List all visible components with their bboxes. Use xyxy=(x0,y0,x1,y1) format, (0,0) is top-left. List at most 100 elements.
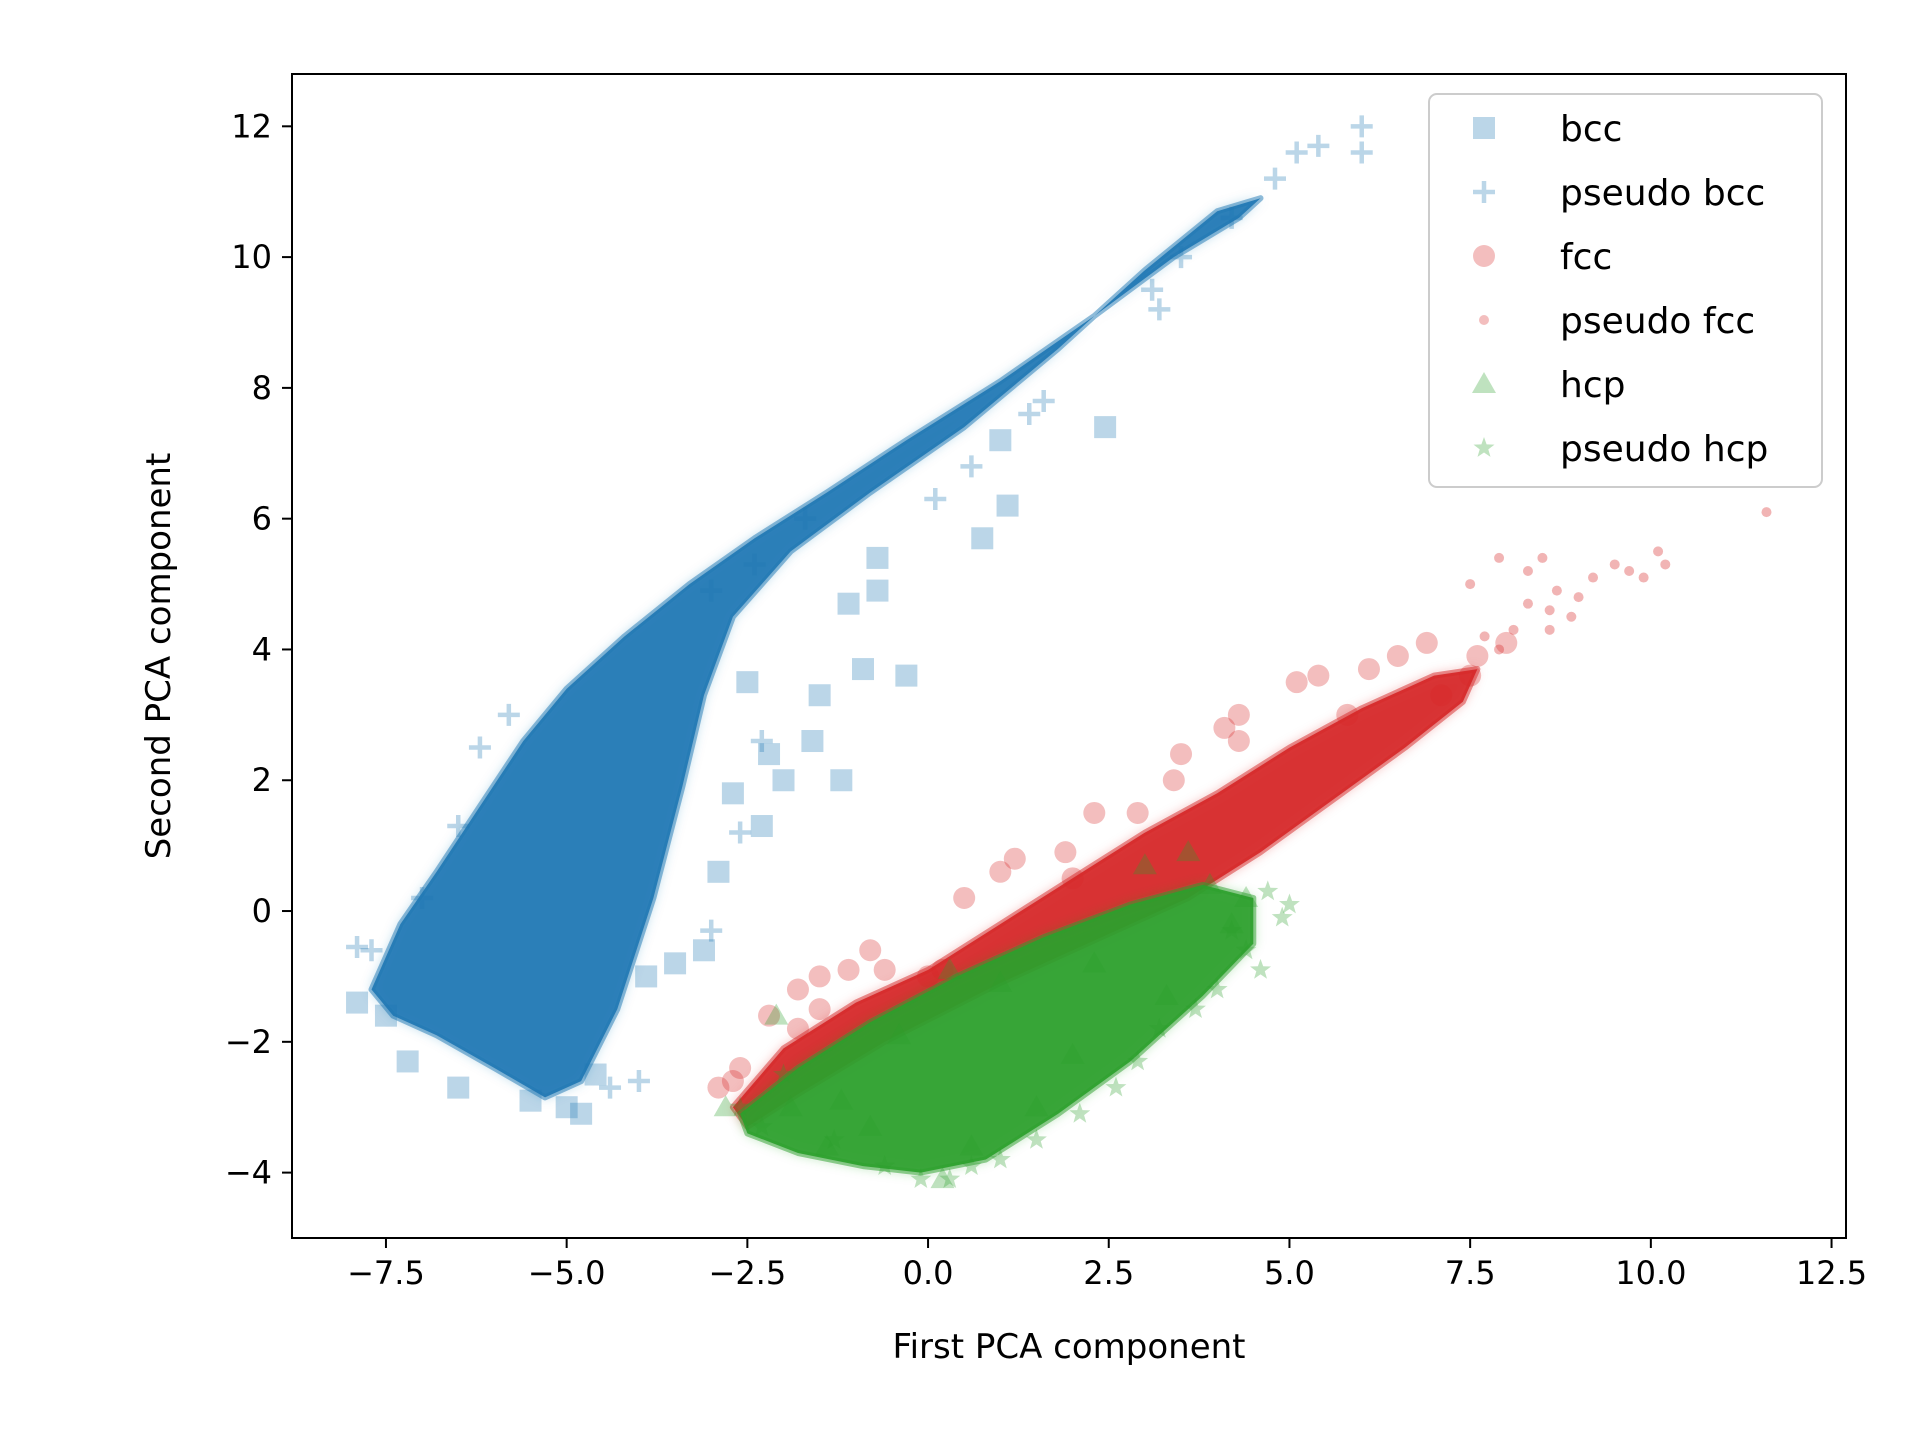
fcc-point xyxy=(1061,867,1084,890)
fcc-point xyxy=(1227,730,1250,753)
pseudo-fcc-point xyxy=(1508,624,1519,635)
pseudo-hcp-point xyxy=(1148,1017,1170,1038)
hcp-point xyxy=(1024,1095,1049,1117)
pseudo-fcc-point xyxy=(1551,585,1562,596)
bcc-point xyxy=(447,1076,470,1099)
fcc-point xyxy=(1285,671,1308,694)
x-tick-label: 0.0 xyxy=(903,1254,954,1292)
x-tick-label: −5.0 xyxy=(528,1254,606,1292)
hcp-point xyxy=(1082,951,1107,973)
legend-label-hcp: hcp xyxy=(1560,365,1625,406)
pseudo-hcp-point xyxy=(1127,1050,1149,1071)
pseudo-fcc-point xyxy=(1522,565,1533,576)
bcc-point xyxy=(555,1096,578,1119)
pseudo-hcp-point xyxy=(1250,958,1271,979)
legend-label-pseudo-hcp: pseudo hcp xyxy=(1560,429,1768,470)
x-axis-ticks: −7.5 −5.0 −2.5 0.0 2.5 5.0 7.5 10.0 12.5 xyxy=(347,1238,1867,1292)
pseudo-bcc-point xyxy=(1018,403,1041,426)
pseudo-hcp-point xyxy=(1026,1128,1047,1149)
bcc-point xyxy=(895,664,918,687)
bcc-point xyxy=(736,671,759,694)
pseudo-bcc-point xyxy=(468,736,491,759)
hcp-point xyxy=(1234,885,1259,907)
x-tick-label: 7.5 xyxy=(1445,1254,1496,1292)
pseudo-bcc-point xyxy=(700,919,723,942)
pseudo-fcc-point xyxy=(1638,572,1649,583)
hcp-point xyxy=(829,1088,854,1110)
pseudo-hcp-point xyxy=(1206,978,1228,999)
y-tick-label: −4 xyxy=(225,1154,272,1192)
fcc-point xyxy=(808,998,831,1021)
y-axis-label: Second PCA component xyxy=(139,453,179,860)
pseudo-hcp-point xyxy=(823,1128,845,1149)
y-tick-label: 4 xyxy=(252,630,272,668)
fcc-point xyxy=(707,1076,730,1099)
plot-frame xyxy=(291,73,1847,1239)
pseudo-hcp-point xyxy=(939,1168,961,1188)
bcc-cluster-body xyxy=(368,195,1264,1101)
pseudo-fcc-point xyxy=(1537,552,1548,563)
legend-marker-hcp xyxy=(1472,372,1496,393)
fcc-point xyxy=(1170,743,1193,766)
fcc-point xyxy=(1336,703,1359,726)
hcp-point xyxy=(1219,912,1244,934)
bcc-point xyxy=(837,592,860,615)
x-tick-label: 5.0 xyxy=(1264,1254,1315,1292)
pseudo-bcc-point xyxy=(447,815,470,838)
pseudo-bcc-point xyxy=(411,886,434,909)
pseudo-bcc-point xyxy=(1350,115,1373,138)
bcc-point xyxy=(866,579,889,602)
pseudo-bcc-point xyxy=(1141,278,1164,301)
bcc-point xyxy=(584,1063,607,1086)
fcc-point xyxy=(953,886,976,909)
y-tick-label: 0 xyxy=(252,892,272,930)
pseudo-fcc-point xyxy=(1588,572,1599,583)
pseudo-bcc-point xyxy=(743,553,766,576)
pseudo-fcc-point xyxy=(1609,559,1620,570)
x-tick-label: 2.5 xyxy=(1083,1254,1134,1292)
bcc-point xyxy=(866,546,889,569)
pseudo-hcp-point xyxy=(961,1155,982,1175)
hcp-point xyxy=(959,1134,984,1156)
hcp-point xyxy=(1060,1042,1085,1064)
pseudo-bcc-point xyxy=(1285,141,1308,164)
pseudo-hcp-point xyxy=(1235,939,1257,960)
legend-marker-pseudo-bcc xyxy=(1473,181,1495,203)
hcp-point xyxy=(937,957,962,979)
fcc-point xyxy=(1357,658,1380,681)
pseudo-bcc-point xyxy=(497,703,520,726)
hcp-point xyxy=(930,1167,955,1189)
fcc-point xyxy=(917,965,940,988)
pseudo-hcp-point xyxy=(874,1155,896,1175)
y-tick-label: 8 xyxy=(252,369,272,407)
bcc-point xyxy=(971,527,994,550)
pseudo-hcp-point xyxy=(910,1168,932,1188)
legend-marker-pseudo-hcp xyxy=(1473,437,1495,457)
x-tick-label: −2.5 xyxy=(709,1254,787,1292)
pseudo-hcp-point xyxy=(751,1115,773,1136)
pseudo-hcp-point xyxy=(1271,906,1293,927)
bcc-point xyxy=(808,684,831,707)
legend-label-fcc: fcc xyxy=(1560,237,1612,278)
pseudo-fcc-point xyxy=(1494,552,1505,563)
dense-clusters xyxy=(368,195,1481,1176)
pseudo-bcc-point xyxy=(1032,389,1055,412)
bcc-point xyxy=(750,815,773,838)
legend: bcc pseudo bcc fcc pseudo fcc hcp pseudo hcp xyxy=(1428,93,1823,488)
legend-marker-fcc xyxy=(1473,245,1495,267)
bcc-point xyxy=(1094,416,1117,439)
pseudo-bcc-point xyxy=(924,488,947,511)
pseudo-fcc-point xyxy=(1544,624,1555,635)
fcc-point xyxy=(1003,847,1026,870)
pseudo-hcp-point xyxy=(989,1148,1011,1169)
y-tick-label: 2 xyxy=(252,761,272,799)
fcc-point xyxy=(1415,631,1438,654)
bcc-point xyxy=(664,952,687,975)
fcc-point xyxy=(989,860,1012,883)
legend-box xyxy=(1428,93,1823,488)
hcp-point xyxy=(887,1023,912,1045)
pseudo-bcc-point xyxy=(360,939,383,962)
pseudo-bcc-point xyxy=(794,507,817,530)
legend-label-pseudo-bcc: pseudo bcc xyxy=(1560,173,1765,214)
